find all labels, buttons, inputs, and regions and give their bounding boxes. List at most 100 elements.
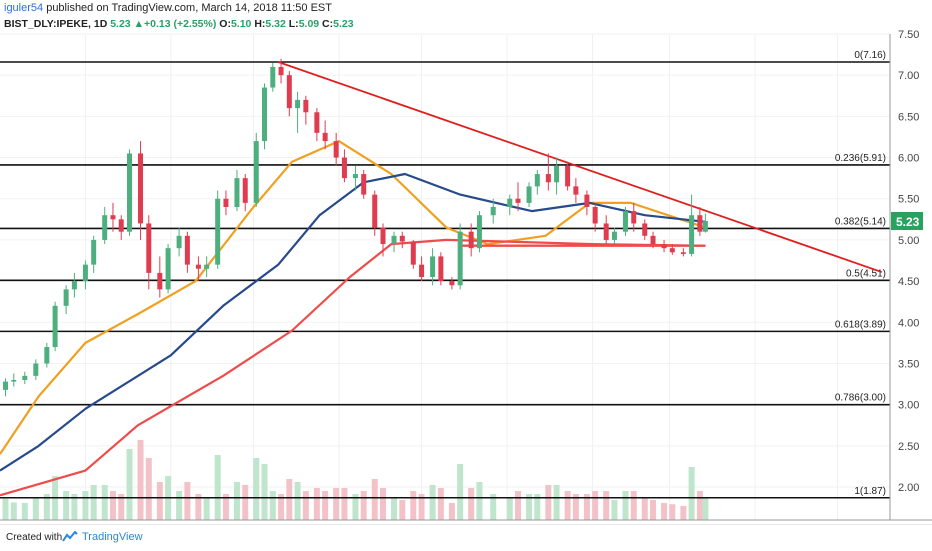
candle-body [215, 198, 221, 265]
author-link[interactable]: iguler54 [4, 2, 44, 14]
volume-bar [696, 491, 703, 520]
candle-body [157, 272, 163, 290]
volume-bar [156, 482, 163, 520]
tradingview-brand[interactable]: TradingView [82, 531, 143, 543]
candle-body [352, 174, 358, 179]
publish-text: published on TradingView.com, March 14, … [43, 2, 332, 14]
volume-bar [371, 479, 378, 520]
volume-bar [534, 494, 541, 520]
open-label: O: [219, 18, 231, 30]
volume-bar [564, 491, 571, 520]
volume-bar [553, 485, 560, 520]
candle-body [127, 153, 133, 232]
candle-body [223, 198, 229, 207]
volume-bar [253, 458, 260, 520]
candle-body [457, 231, 463, 286]
candle-body [295, 99, 301, 109]
candle-body [573, 186, 579, 195]
candle-body [669, 248, 675, 253]
symbol-legend: BIST_DLY:IPEKE, 1D 5.23 ▲+0.13 (+2.55%) … [4, 18, 354, 30]
candle-body [611, 231, 617, 240]
trendline [278, 61, 883, 273]
volume-bar [43, 494, 50, 520]
close-value: 5.23 [333, 18, 354, 30]
fib-level-label: 0.786(3.00) [835, 393, 886, 404]
candle-body [138, 153, 144, 224]
created-with-text: Created with [6, 532, 63, 543]
volume-bar [661, 503, 668, 520]
volume-bar [476, 482, 483, 520]
volume-bar [418, 494, 425, 520]
candle-body [22, 375, 28, 380]
volume-bar [294, 482, 301, 520]
volume-bar [630, 491, 637, 520]
volume-bar [269, 491, 276, 520]
volume-bar [82, 491, 89, 520]
last-price-label: 5.23 [896, 215, 920, 229]
candle-body [195, 264, 201, 269]
candle-body [253, 141, 259, 203]
candle-body [242, 178, 248, 203]
price-change: +0.13 (+2.55%) [143, 18, 217, 30]
candle-body [262, 87, 268, 142]
volume-bar [195, 494, 202, 520]
volume-bar [63, 491, 70, 520]
candle-body [102, 215, 108, 240]
volume-bar [490, 494, 497, 520]
volume-bar [101, 485, 108, 520]
volume-bar [448, 503, 455, 520]
close-label: C: [322, 18, 334, 30]
volume-bar [203, 497, 210, 520]
fib-level-label: 0.382(5.14) [835, 216, 886, 227]
y-tick-label: 2.00 [898, 482, 919, 494]
chart-header: iguler54 published on TradingView.com, M… [0, 0, 890, 34]
volume-bar [641, 497, 648, 520]
high-value: 5.32 [265, 18, 286, 30]
candle-body [3, 381, 9, 390]
candle-body [204, 264, 210, 269]
fib-level-label: 0.618(3.89) [835, 319, 886, 330]
candle-body [146, 223, 152, 273]
candle-body [322, 132, 328, 142]
last-price: 5.23 [110, 18, 131, 30]
volume-bar [176, 491, 183, 520]
candle-body [110, 215, 116, 220]
candle-body [702, 220, 708, 232]
candle-body [341, 157, 347, 179]
low-value: 5.09 [298, 18, 320, 30]
y-tick-label: 5.50 [898, 194, 919, 206]
volume-bar [352, 494, 359, 520]
volume-bar [702, 498, 709, 520]
candle-body [642, 223, 648, 236]
candle-body [184, 235, 190, 265]
volume-bar [399, 500, 406, 520]
volume-bar [468, 488, 475, 520]
candle-body [33, 363, 39, 376]
candle-body [468, 231, 474, 249]
y-tick-label: 2.50 [898, 441, 919, 453]
candle-body [631, 211, 637, 224]
volume-bar [10, 502, 17, 520]
volume-bar [126, 449, 133, 520]
volume-bar [429, 485, 436, 520]
open-value: 5.10 [230, 18, 252, 30]
volume-bar [391, 497, 398, 520]
candle-body [603, 223, 609, 240]
price-scale [890, 34, 932, 520]
tradingview-logo-icon[interactable] [62, 531, 78, 543]
candle-body [333, 141, 339, 158]
volume-bar [380, 488, 387, 520]
volume-bar [21, 503, 28, 520]
candle-body [419, 264, 425, 277]
publish-info: iguler54 published on TradingView.com, M… [4, 2, 332, 14]
candle-body [689, 215, 695, 254]
volume-bar [71, 494, 78, 520]
volume-bar [32, 497, 39, 520]
volume-bar [313, 488, 320, 520]
candle-body [11, 379, 17, 382]
candle-body [545, 174, 551, 183]
y-tick-label: 5.00 [898, 235, 919, 247]
candle-body [534, 174, 540, 187]
candle-body [410, 241, 416, 265]
